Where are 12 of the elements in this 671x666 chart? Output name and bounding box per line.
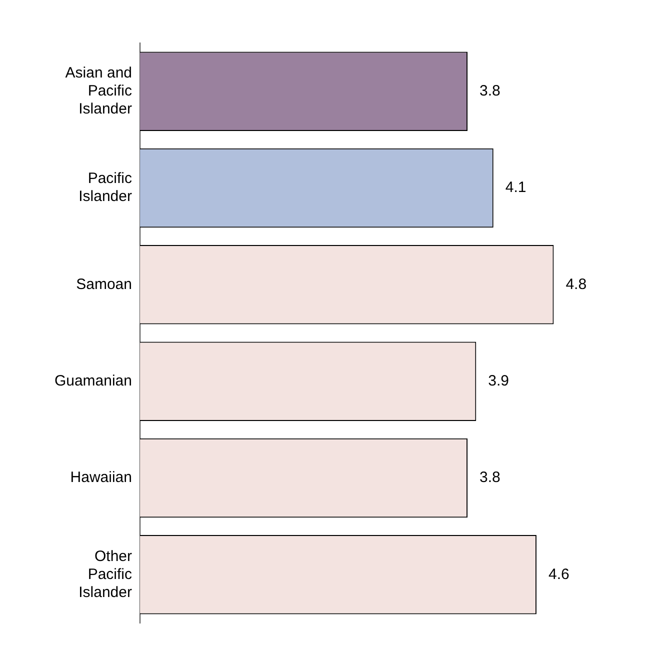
y-tick-label: Other Pacific Islander <box>78 548 132 601</box>
y-tick-label: Asian and Pacific Islander <box>65 64 132 118</box>
data-label: 4.1 <box>505 179 526 196</box>
y-tick-label: Samoan <box>76 276 132 293</box>
data-label: 3.9 <box>488 372 509 390</box>
data-label: 3.8 <box>480 82 500 100</box>
y-tick-label: Hawaiian <box>70 469 132 486</box>
data-label: 4.8 <box>566 276 587 293</box>
data-label: 4.6 <box>548 566 570 583</box>
y-tick-label: Pacific Islander <box>78 170 132 206</box>
y-tick-label: Guamanian <box>54 372 132 390</box>
data-label: 3.8 <box>480 469 500 486</box>
